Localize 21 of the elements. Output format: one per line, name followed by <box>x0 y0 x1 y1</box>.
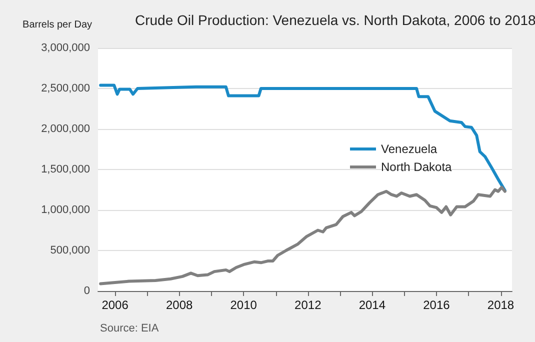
x-tick-label: 2010 <box>230 298 258 312</box>
y-tick-label: 500,000 <box>50 244 90 256</box>
y-axis-title: Barrels per Day <box>22 20 92 30</box>
source-note: Source: EIA <box>100 322 160 334</box>
y-tick-label: 1,000,000 <box>41 204 90 216</box>
y-tick-label: 1,500,000 <box>41 164 90 176</box>
line-series <box>99 84 506 192</box>
x-tick-label: 2006 <box>102 298 129 312</box>
legend-label: North Dakota <box>381 160 452 174</box>
y-tick-label: 2,000,000 <box>41 123 90 135</box>
x-tick-label: 2012 <box>294 298 322 312</box>
y-tick-label: 2,500,000 <box>41 82 90 94</box>
line-series <box>99 186 506 286</box>
y-tick-label: 3,000,000 <box>41 42 90 54</box>
x-tick-label: 2014 <box>358 298 386 312</box>
x-tick-label: 2008 <box>166 298 193 312</box>
x-tick-label: 2018 <box>487 298 514 312</box>
chart-title: Crude Oil Production: Venezuela vs. North Dakota, 2006 to 2018 <box>135 12 535 28</box>
legend-label: Venezuela <box>381 142 438 156</box>
x-tick-label: 2016 <box>423 298 450 312</box>
y-tick-label: 0 <box>84 285 90 297</box>
